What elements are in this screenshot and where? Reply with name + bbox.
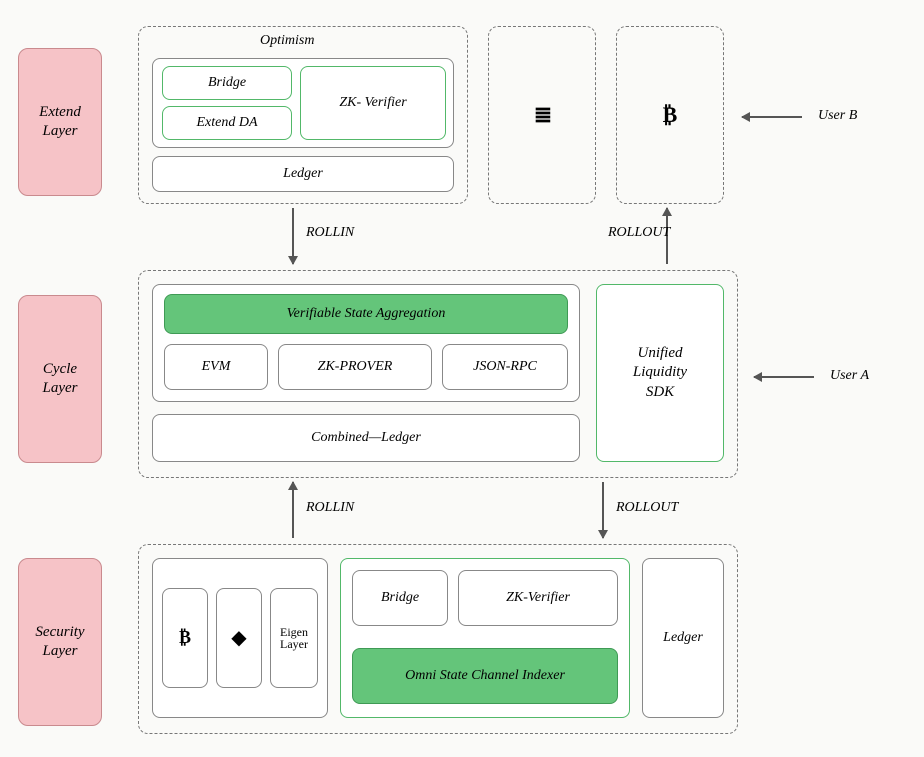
user-a-label: User A (830, 368, 869, 384)
zk-verifier-box-top: ZK- Verifier (300, 66, 446, 140)
btc-chain-box: ₿ (162, 588, 208, 688)
eigen-chain-box: Eigen Layer (270, 588, 318, 688)
security-bridge-box: Bridge (352, 570, 448, 626)
solana-container: ≣ (488, 26, 596, 204)
bitcoin-icon: ₿ (663, 102, 678, 128)
eigen-label: Eigen Layer (280, 626, 308, 650)
security-zk-verifier-box: ZK-Verifier (458, 570, 618, 626)
rollin-label-1: ROLLIN (306, 225, 354, 241)
vsa-box: Verifiable State Aggregation (164, 294, 568, 334)
rollout-label-1: ROLLOUT (608, 225, 670, 241)
btc-chain-icon: ₿ (179, 626, 191, 649)
security-ledger-box: Ledger (642, 558, 724, 718)
solana-icon: ≣ (534, 102, 550, 128)
rollin-arrow-1 (292, 208, 294, 264)
rollout-label-2: ROLLOUT (616, 500, 678, 516)
eth-chain-icon: ◆ (231, 625, 246, 651)
user-b-arrow (742, 116, 802, 118)
bridge-box: Bridge (162, 66, 292, 100)
zk-prover-box: ZK-PROVER (278, 344, 432, 390)
user-a-arrow (754, 376, 814, 378)
rollout-arrow-2 (602, 482, 604, 538)
cycle-layer-label: Cycle Layer (18, 295, 102, 463)
rollin-arrow-2 (292, 482, 294, 538)
extend-layer-label: Extend Layer (18, 48, 102, 196)
uls-box: Unified Liquidity SDK (596, 284, 724, 462)
optimism-title: Optimism (260, 33, 314, 49)
user-b-label: User B (818, 108, 857, 124)
osci-box: Omni State Channel Indexer (352, 648, 618, 704)
combined-ledger-box: Combined—Ledger (152, 414, 580, 462)
extend-da-box: Extend DA (162, 106, 292, 140)
security-layer-label: Security Layer (18, 558, 102, 726)
rollin-label-2: ROLLIN (306, 500, 354, 516)
eth-chain-box: ◆ (216, 588, 262, 688)
optimism-ledger-box: Ledger (152, 156, 454, 192)
json-rpc-box: JSON-RPC (442, 344, 568, 390)
bitcoin-container: ₿ (616, 26, 724, 204)
evm-box: EVM (164, 344, 268, 390)
